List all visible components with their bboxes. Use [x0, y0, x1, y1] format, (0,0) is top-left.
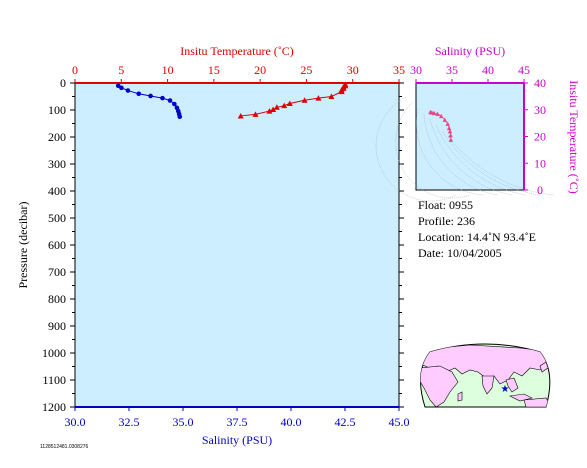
pressure-tick-label: 1000 [42, 346, 66, 360]
location-map: ★ [420, 343, 551, 408]
ts-salinity-tick-label: 45 [518, 63, 530, 77]
location-text: Location: 14.4˚N 93.4˚E [418, 230, 536, 244]
ts-point [442, 117, 447, 122]
ts-salinity-axis-label: Salinity (PSU) [435, 44, 505, 58]
salinity-tick-label: 30.0 [65, 415, 86, 429]
pressure-tick-label: 400 [48, 184, 66, 198]
ts-temperature-tick-label: 0 [537, 183, 543, 197]
salinity-point [125, 88, 131, 93]
pressure-tick-label: 600 [48, 238, 66, 252]
temperature-point [237, 112, 244, 119]
temperature-tick-label: 20 [254, 63, 266, 77]
salinity-point [167, 98, 173, 103]
temperature-axis-label: Insitu Temperature (˚C) [180, 44, 294, 58]
ts-point [448, 137, 454, 142]
temperature-point [270, 106, 277, 112]
salinity-point [136, 91, 142, 97]
density-contour [447, 136, 555, 196]
profile-number-text: Profile: 236 [418, 214, 475, 228]
pressure-tick-label: 1100 [42, 373, 66, 387]
temperature-point [281, 102, 288, 109]
ts-temperature-tick-label: 20 [534, 130, 546, 144]
salinity-tick-label: 35.0 [173, 415, 194, 429]
date-text: Date: 10/04/2005 [418, 246, 502, 260]
salinity-tick-label: 40.0 [281, 415, 302, 429]
temperature-tick-label: 30 [347, 63, 359, 77]
density-contour [429, 119, 513, 196]
salinity-point [172, 101, 177, 107]
temperature-tick-label: 0 [72, 63, 78, 77]
salinity-point [148, 93, 153, 99]
ts-point [446, 125, 452, 131]
ts-point [435, 111, 440, 116]
salinity-point [160, 95, 165, 101]
ts-point [447, 128, 453, 134]
temperature-point [328, 93, 335, 99]
density-contour [423, 113, 499, 196]
ts-density-contours [375, 96, 555, 202]
temperature-point [301, 97, 308, 103]
pressure-tick-label: 500 [48, 211, 66, 225]
float-location-marker: ★ [501, 384, 510, 395]
salinity-point [115, 83, 121, 88]
temperature-point [266, 108, 273, 114]
corner-code: 1128512481.0308276 [40, 444, 89, 450]
temperature-tick-label: 25 [300, 63, 312, 77]
pressure-tick-label: 700 [48, 265, 66, 279]
salinity-tick-label: 32.5 [119, 415, 140, 429]
temperature-tick-label: 5 [118, 63, 124, 77]
density-contour [375, 96, 457, 202]
ts-salinity-tick-label: 30 [410, 63, 422, 77]
map-land [420, 344, 550, 407]
pressure-tick-label: 0 [60, 76, 66, 90]
density-contour [441, 130, 541, 196]
density-contour [435, 124, 527, 196]
ts-point [448, 132, 453, 138]
salinity-axis-label: Salinity (PSU) [202, 433, 272, 447]
ts-point [431, 110, 437, 116]
salinity-point [119, 85, 124, 91]
salinity-tick-label: 45.0 [389, 415, 410, 429]
ts-point [439, 113, 444, 119]
temperature-point [338, 88, 345, 95]
ts-plot-area [415, 82, 525, 191]
pressure-tick-label: 100 [48, 103, 66, 117]
pressure-tick-label: 200 [48, 130, 66, 144]
temperature-point [315, 95, 322, 101]
ts-temperature-axis-label: Insitu Temperature (˚C) [567, 80, 581, 194]
salinity-point [177, 114, 183, 120]
ts-temperature-tick-label: 30 [534, 103, 546, 117]
salinity-tick-label: 37.5 [227, 415, 248, 429]
pressure-tick-label: 300 [48, 157, 66, 171]
temperature-tick-label: 15 [208, 63, 220, 77]
ts-temperature-tick-label: 10 [534, 156, 546, 170]
salinity-tick-label: 42.5 [335, 415, 356, 429]
pressure-tick-label: 900 [48, 319, 66, 333]
main-plot-area [74, 82, 400, 408]
temperature-point [286, 100, 293, 107]
pressure-axis-label: Pressure (decibar) [16, 202, 30, 289]
temperature-point [252, 111, 259, 117]
temperature-point [273, 104, 280, 110]
ts-point [445, 121, 450, 126]
pressure-tick-label: 1200 [42, 400, 66, 414]
ts-salinity-tick-label: 40 [482, 63, 494, 77]
float-id-text: Float: 0955 [418, 198, 474, 212]
density-contour [416, 108, 485, 196]
ts-temperature-tick-label: 40 [534, 76, 546, 90]
pressure-tick-label: 800 [48, 292, 66, 306]
temperature-tick-label: 10 [162, 63, 174, 77]
ts-salinity-tick-label: 35 [446, 63, 458, 77]
temperature-tick-label: 35 [393, 63, 405, 77]
